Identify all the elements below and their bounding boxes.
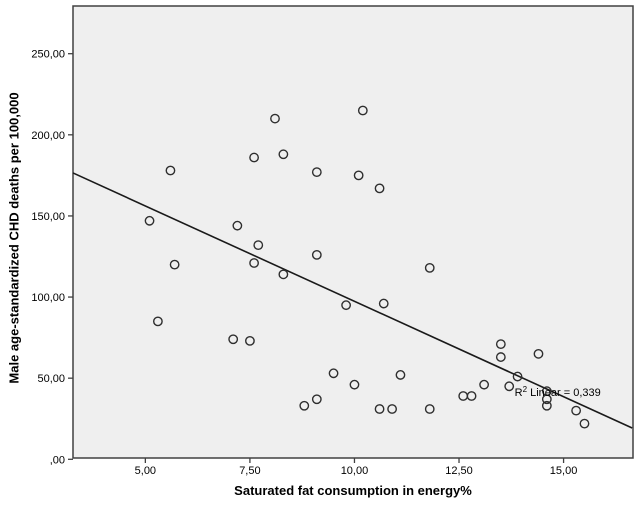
data-point xyxy=(424,262,435,273)
data-point xyxy=(278,149,289,160)
data-point xyxy=(387,404,398,414)
y-tick-label: ,00 xyxy=(50,454,65,466)
data-point xyxy=(228,334,239,345)
y-tick-label: 250,00 xyxy=(31,49,65,61)
regression-line xyxy=(72,172,633,429)
data-point xyxy=(249,152,259,163)
data-point xyxy=(495,352,506,362)
data-point xyxy=(374,183,385,194)
data-point xyxy=(353,170,364,181)
data-point xyxy=(541,394,552,405)
x-axis-title: Saturated fat consumption in energy% xyxy=(234,483,472,498)
data-point xyxy=(374,404,385,414)
data-point xyxy=(311,249,322,260)
data-point xyxy=(232,220,243,231)
data-point xyxy=(152,316,163,327)
data-point xyxy=(395,370,406,380)
data-point xyxy=(299,400,310,411)
data-point xyxy=(144,215,155,226)
data-point xyxy=(270,113,280,124)
data-point xyxy=(278,269,289,280)
data-point xyxy=(349,379,360,390)
data-point xyxy=(466,391,477,401)
plot-background xyxy=(72,5,634,459)
data-point xyxy=(579,418,590,429)
data-point xyxy=(311,394,322,405)
x-tick-label: 5,00 xyxy=(135,465,156,477)
y-tick-label: 50,00 xyxy=(37,373,65,385)
x-tick-label: 10,00 xyxy=(341,465,369,477)
y-tick-label: 150,00 xyxy=(31,211,65,223)
data-point xyxy=(512,371,523,382)
data-point xyxy=(571,405,582,416)
data-point xyxy=(357,105,368,116)
y-tick-label: 100,00 xyxy=(31,292,65,304)
x-tick-label: 7,50 xyxy=(239,465,260,477)
data-point xyxy=(541,400,552,411)
data-point xyxy=(495,339,506,350)
r-squared-annotation: R2 Linear = 0,339 xyxy=(515,385,601,399)
data-point xyxy=(328,368,339,379)
data-point xyxy=(424,404,435,414)
data-point xyxy=(479,379,490,390)
x-tick-label: 15,00 xyxy=(550,465,578,477)
data-point xyxy=(169,259,180,270)
data-point xyxy=(311,167,322,178)
x-tick-label: 12,50 xyxy=(445,465,473,477)
data-point xyxy=(533,348,544,359)
data-point xyxy=(341,300,351,311)
y-axis-title: Male age-standardized CHD deaths per 100… xyxy=(6,92,22,384)
data-point xyxy=(504,381,515,392)
data-point xyxy=(253,240,264,251)
data-point xyxy=(245,335,255,346)
data-point xyxy=(378,298,389,309)
data-point xyxy=(165,165,176,176)
data-point xyxy=(249,258,259,268)
y-tick-label: 200,00 xyxy=(31,130,65,142)
